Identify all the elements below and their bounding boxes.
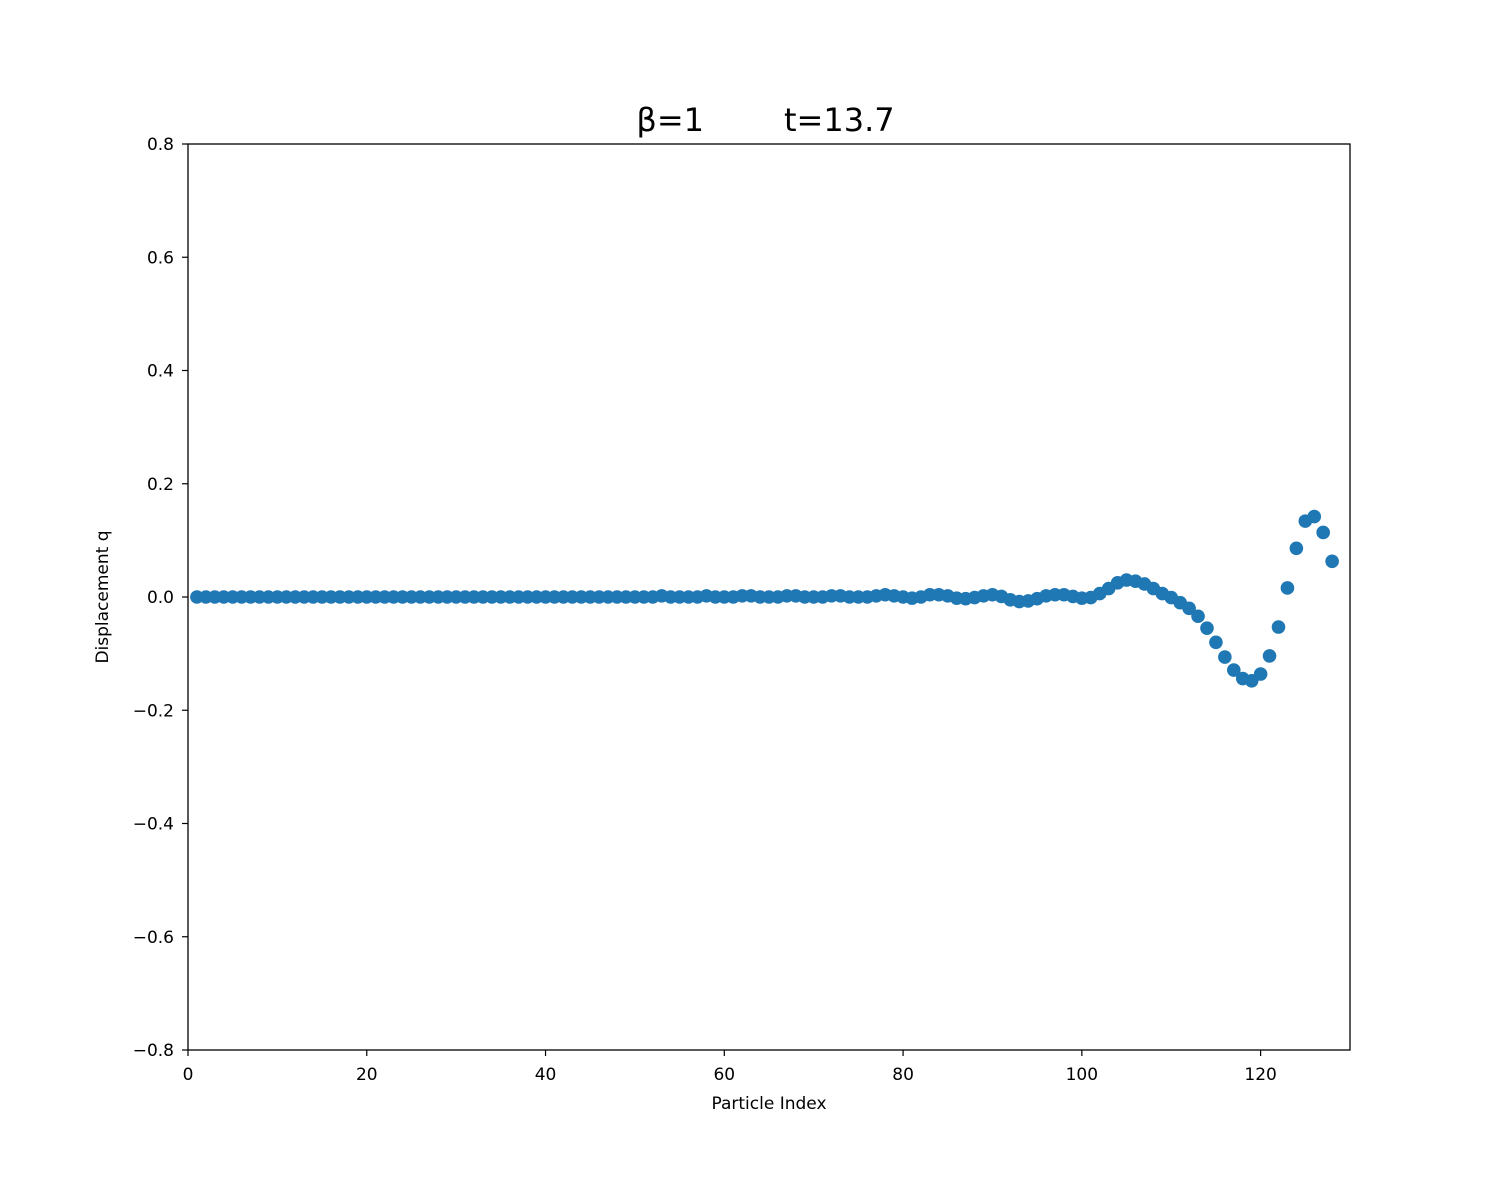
y-tick-label: −0.2 <box>133 701 174 721</box>
y-tick-label: −0.8 <box>133 1041 174 1061</box>
data-point <box>1262 649 1277 663</box>
x-axis-ticks: 0 20 40 60 80 100 120 <box>183 1050 1277 1085</box>
data-point <box>1191 609 1205 624</box>
data-point <box>1271 620 1286 634</box>
y-tick-label: −0.6 <box>133 928 174 948</box>
x-axis-label: Particle Index <box>711 1094 826 1114</box>
y-axis-label: Displacement q <box>93 530 113 663</box>
chart-title-time: t=13.7 <box>784 101 895 139</box>
data-points <box>190 509 1339 688</box>
x-tick-label: 100 <box>1066 1065 1098 1085</box>
data-point <box>1307 509 1322 524</box>
data-point <box>1209 635 1223 650</box>
y-tick-label: 0.4 <box>147 362 174 382</box>
data-point <box>1325 554 1339 569</box>
plot-frame <box>187 143 1351 1051</box>
x-tick-label: 80 <box>892 1065 914 1085</box>
x-tick-label: 120 <box>1244 1065 1276 1085</box>
x-tick-label: 60 <box>713 1065 735 1085</box>
x-tick-label: 40 <box>535 1065 557 1085</box>
y-axis-ticks: 0.8 0.6 0.4 0.2 0.0 −0.2 −0.4 −0.6 −0.8 <box>133 135 188 1061</box>
y-tick-label: −0.4 <box>133 815 174 835</box>
x-tick-label: 20 <box>356 1065 378 1085</box>
chart-title-beta: β=1 <box>636 101 704 139</box>
data-point <box>1200 621 1214 635</box>
data-point <box>1253 667 1268 681</box>
data-point <box>1182 601 1196 616</box>
y-tick-label: 0.2 <box>147 475 174 495</box>
data-point <box>1227 663 1241 677</box>
data-point <box>1289 541 1304 556</box>
y-tick-label: 0.6 <box>147 248 174 268</box>
data-point <box>1218 650 1232 664</box>
data-point <box>1280 581 1295 595</box>
x-tick-label: 0 <box>183 1065 194 1085</box>
y-tick-label: 0.8 <box>147 135 174 155</box>
data-point <box>1316 525 1330 540</box>
y-tick-label: 0.0 <box>147 588 174 608</box>
